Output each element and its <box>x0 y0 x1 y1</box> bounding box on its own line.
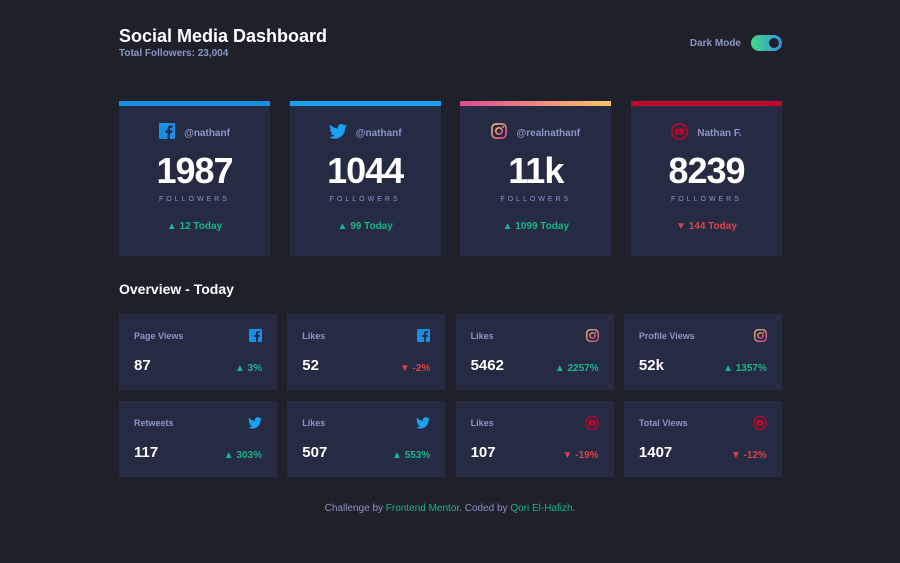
dark-mode-control: Dark Mode <box>690 35 782 51</box>
overview-value: 507 <box>302 444 328 461</box>
overview-label: Likes <box>470 418 494 428</box>
follower-change: ▲ 12 Today <box>166 221 223 232</box>
toggle-knob <box>769 38 779 48</box>
follower-handle: @nathanf <box>184 128 230 139</box>
facebook-icon <box>249 329 262 347</box>
up-arrow-icon: ▲ <box>723 363 733 374</box>
overview-change: ▲ 1357% <box>723 363 767 374</box>
overview-value: 107 <box>470 444 496 461</box>
facebook-icon <box>159 123 176 144</box>
overview-card[interactable]: Likes 52 ▼ -2% <box>287 314 446 390</box>
overview-change: ▼ -19% <box>562 450 599 461</box>
follower-handle: @nathanf <box>355 128 402 139</box>
youtube-icon <box>752 416 767 435</box>
up-arrow-icon: ▲ <box>502 221 513 232</box>
youtube-icon <box>671 122 689 145</box>
down-arrow-icon: ▼ <box>676 221 686 232</box>
facebook-icon <box>417 329 431 347</box>
up-arrow-icon: ▲ <box>223 450 234 461</box>
down-arrow-icon: ▼ <box>730 450 741 461</box>
instagram-icon <box>585 329 599 347</box>
follower-count: 1987 <box>156 150 233 191</box>
overview-title: Overview - Today <box>119 281 234 297</box>
author-link[interactable]: Qori El-Hafizh <box>510 503 573 514</box>
instagram-icon <box>754 329 767 347</box>
overview-change: ▲ 3% <box>234 363 262 374</box>
instagram-icon <box>491 123 508 144</box>
follower-card-facebook[interactable]: @nathanf 1987 FOLLOWERS ▲ 12 Today <box>119 101 270 256</box>
card-accent-bar <box>119 101 270 106</box>
overview-value: 1407 <box>638 444 673 461</box>
follower-change: ▲ 1099 Today <box>502 221 570 232</box>
overview-card[interactable]: Likes 5462 ▲ 2257% <box>455 314 614 390</box>
follower-count: 11k <box>508 150 564 191</box>
overview-label: Retweets <box>134 418 174 428</box>
overview-card[interactable]: Profile Views 52k ▲ 1357% <box>623 314 782 390</box>
footer-middle: . Coded by <box>459 503 511 514</box>
overview-card[interactable]: Page Views 87 ▲ 3% <box>119 314 277 390</box>
followers-label: FOLLOWERS <box>670 196 742 203</box>
overview-change: ▼ -2% <box>399 363 431 374</box>
follower-change: ▼ 144 Today <box>676 221 737 232</box>
overview-value: 52 <box>302 357 319 374</box>
overview-label: Page Views <box>134 331 184 341</box>
follower-card-instagram[interactable]: @realnathanf 11k FOLLOWERS ▲ 1099 Today <box>460 101 612 256</box>
overview-label: Likes <box>470 331 494 341</box>
followers-label: FOLLOWERS <box>329 196 401 203</box>
dark-mode-toggle[interactable] <box>751 35 782 51</box>
overview-card[interactable]: Likes 507 ▲ 553% <box>287 401 446 477</box>
overview-value: 52k <box>638 357 664 374</box>
footer-suffix: . <box>572 503 576 514</box>
up-arrow-icon: ▲ <box>337 221 348 232</box>
followers-label: FOLLOWERS <box>500 196 572 203</box>
twitter-icon <box>248 416 262 434</box>
overview-label: Likes <box>302 331 326 341</box>
frontend-mentor-link[interactable]: Frontend Mentor <box>385 503 460 514</box>
overview-card[interactable]: Total Views 1407 ▼ -12% <box>623 401 782 477</box>
up-arrow-icon: ▲ <box>234 363 245 374</box>
twitter-icon <box>328 123 347 144</box>
followers-label: FOLLOWERS <box>159 196 230 203</box>
follower-count: 8239 <box>668 150 745 191</box>
total-followers: Total Followers: 23,004 <box>119 48 229 59</box>
overview-change: ▲ 553% <box>392 450 431 461</box>
footer: Challenge by Frontend Mentor. Coded by Q… <box>0 503 900 514</box>
overview-label: Total Views <box>638 418 688 428</box>
overview-label: Likes <box>302 418 326 428</box>
twitter-icon <box>416 416 431 434</box>
footer-prefix: Challenge by <box>324 503 386 514</box>
follower-handle: Nathan F. <box>697 128 742 139</box>
overview-value: 5462 <box>470 357 504 374</box>
down-arrow-icon: ▼ <box>399 363 410 374</box>
follower-count: 1044 <box>327 150 404 191</box>
card-accent-bar <box>630 101 782 106</box>
followers-cards: @nathanf 1987 FOLLOWERS ▲ 12 Today @nath… <box>119 101 782 256</box>
up-arrow-icon: ▲ <box>554 363 565 374</box>
youtube-icon <box>584 416 599 435</box>
dark-mode-label: Dark Mode <box>689 37 741 49</box>
overview-card[interactable]: Likes 107 ▼ -19% <box>455 401 614 477</box>
overview-change: ▼ -12% <box>730 450 767 461</box>
page-title: Social Media Dashboard <box>119 26 328 46</box>
card-accent-bar <box>289 101 441 106</box>
follower-card-twitter[interactable]: @nathanf 1044 FOLLOWERS ▲ 99 Today <box>289 101 441 256</box>
overview-change: ▲ 2257% <box>554 363 599 374</box>
overview-grid: Page Views 87 ▲ 3% Likes 52 ▼ -2% Likes … <box>119 314 782 477</box>
header: Social Media Dashboard Total Followers: … <box>119 25 782 65</box>
overview-label: Profile Views <box>638 331 695 341</box>
follower-handle: @realnathanf <box>516 128 581 139</box>
overview-value: 87 <box>134 357 151 374</box>
overview-change: ▲ 303% <box>223 450 262 461</box>
overview-value: 117 <box>134 444 159 461</box>
overview-card[interactable]: Retweets 117 ▲ 303% <box>119 401 277 477</box>
up-arrow-icon: ▲ <box>166 221 177 232</box>
up-arrow-icon: ▲ <box>392 450 402 461</box>
follower-change: ▲ 99 Today <box>337 221 393 232</box>
card-accent-bar <box>460 101 612 106</box>
down-arrow-icon: ▼ <box>562 450 573 461</box>
follower-card-youtube[interactable]: Nathan F. 8239 FOLLOWERS ▼ 144 Today <box>630 101 782 256</box>
